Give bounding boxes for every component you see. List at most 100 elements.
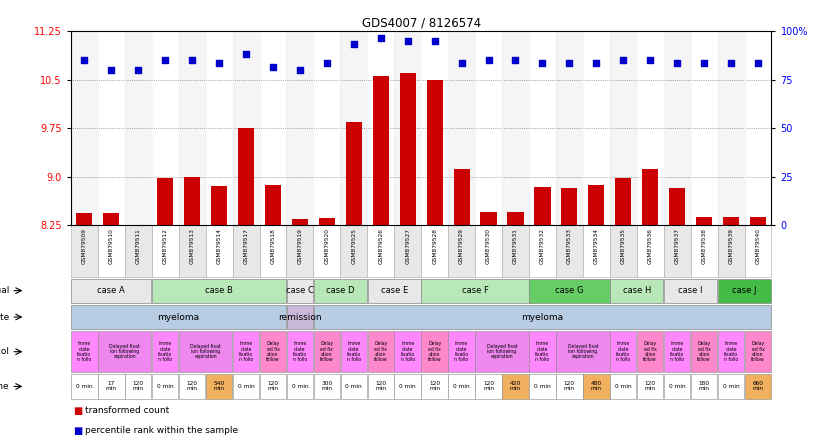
FancyBboxPatch shape: [152, 226, 178, 278]
FancyBboxPatch shape: [98, 332, 152, 372]
FancyBboxPatch shape: [394, 332, 421, 372]
FancyBboxPatch shape: [233, 226, 259, 278]
Text: individual: individual: [0, 286, 9, 295]
Text: 120
min: 120 min: [375, 381, 386, 392]
FancyBboxPatch shape: [71, 305, 286, 329]
Text: 0 min: 0 min: [157, 384, 173, 389]
Text: Imme
diate
fixatio
n follo: Imme diate fixatio n follo: [535, 341, 550, 362]
Bar: [373, 76, 389, 226]
Text: percentile rank within the sample: percentile rank within the sample: [85, 426, 239, 435]
Text: Imme
diate
fixatio
n follo: Imme diate fixatio n follo: [724, 341, 738, 362]
FancyBboxPatch shape: [125, 226, 152, 278]
Point: [185, 57, 198, 64]
Text: GSM879539: GSM879539: [729, 228, 734, 264]
Point: [616, 57, 630, 64]
FancyBboxPatch shape: [556, 332, 610, 372]
Text: GSM879529: GSM879529: [459, 228, 464, 264]
Text: 180
min: 180 min: [699, 381, 710, 392]
FancyBboxPatch shape: [394, 374, 421, 399]
Text: GSM879534: GSM879534: [594, 228, 599, 264]
Point: [294, 67, 307, 74]
FancyBboxPatch shape: [664, 226, 691, 278]
FancyBboxPatch shape: [637, 332, 663, 372]
Bar: [691, 31, 717, 226]
Bar: [71, 31, 98, 226]
Point: [509, 57, 522, 64]
Text: GSM879510: GSM879510: [108, 228, 113, 264]
Point: [725, 60, 738, 67]
Text: GSM879509: GSM879509: [82, 228, 87, 264]
Point: [482, 57, 495, 64]
Bar: [610, 31, 636, 226]
FancyBboxPatch shape: [583, 226, 610, 278]
Bar: [206, 31, 233, 226]
Point: [644, 57, 657, 64]
FancyBboxPatch shape: [314, 278, 367, 303]
Text: Imme
diate
fixatio
n follo: Imme diate fixatio n follo: [239, 341, 254, 362]
Text: remission: remission: [278, 313, 322, 321]
Bar: [98, 31, 125, 226]
FancyBboxPatch shape: [745, 374, 771, 399]
Bar: [615, 178, 631, 226]
Text: 0 min: 0 min: [238, 384, 254, 389]
FancyBboxPatch shape: [745, 332, 771, 372]
Point: [455, 60, 468, 67]
Text: case H: case H: [622, 286, 651, 295]
Text: Imme
diate
fixatio
n follo: Imme diate fixatio n follo: [293, 341, 307, 362]
FancyBboxPatch shape: [718, 374, 744, 399]
FancyBboxPatch shape: [691, 332, 717, 372]
Bar: [399, 73, 416, 226]
Text: GSM879520: GSM879520: [324, 228, 329, 264]
FancyBboxPatch shape: [530, 278, 610, 303]
Bar: [454, 169, 470, 226]
FancyBboxPatch shape: [98, 226, 125, 278]
Text: GSM879513: GSM879513: [189, 228, 194, 264]
Text: Imme
diate
fixatio
n follo: Imme diate fixatio n follo: [670, 341, 684, 362]
FancyBboxPatch shape: [448, 226, 475, 278]
FancyBboxPatch shape: [206, 226, 233, 278]
FancyBboxPatch shape: [691, 374, 717, 399]
FancyBboxPatch shape: [717, 226, 745, 278]
Bar: [448, 31, 475, 226]
FancyBboxPatch shape: [287, 332, 313, 372]
Text: 0 min: 0 min: [292, 384, 309, 389]
Text: case D: case D: [326, 286, 354, 295]
Text: 17
min: 17 min: [106, 381, 117, 392]
Text: time: time: [0, 382, 9, 391]
FancyBboxPatch shape: [233, 332, 259, 372]
Text: Delayed fixat
ion following
aspiration: Delayed fixat ion following aspiration: [567, 344, 598, 359]
Bar: [157, 178, 173, 226]
Text: GSM879514: GSM879514: [217, 228, 222, 264]
FancyBboxPatch shape: [475, 226, 502, 278]
Text: GSM879527: GSM879527: [405, 228, 410, 264]
Point: [239, 50, 253, 57]
Point: [428, 37, 441, 44]
FancyBboxPatch shape: [421, 278, 529, 303]
Text: 120
min: 120 min: [187, 381, 198, 392]
Text: 0 min: 0 min: [453, 384, 470, 389]
Bar: [750, 217, 766, 226]
Bar: [130, 225, 146, 226]
Point: [213, 60, 226, 67]
Text: 120
min: 120 min: [268, 381, 279, 392]
FancyBboxPatch shape: [259, 332, 286, 372]
Text: 0 min: 0 min: [615, 384, 631, 389]
Bar: [340, 31, 367, 226]
Point: [563, 60, 576, 67]
FancyBboxPatch shape: [71, 332, 98, 372]
Text: transformed count: transformed count: [85, 406, 169, 415]
Bar: [178, 31, 206, 226]
FancyBboxPatch shape: [71, 374, 98, 399]
Text: 540
min: 540 min: [214, 381, 224, 392]
Bar: [394, 31, 421, 226]
Point: [158, 57, 172, 64]
FancyBboxPatch shape: [233, 374, 259, 399]
FancyBboxPatch shape: [314, 374, 340, 399]
FancyBboxPatch shape: [367, 226, 394, 278]
FancyBboxPatch shape: [421, 374, 448, 399]
Bar: [502, 31, 529, 226]
FancyBboxPatch shape: [691, 226, 717, 278]
Text: 0 min: 0 min: [345, 384, 362, 389]
Text: 0 min: 0 min: [399, 384, 416, 389]
Text: 120
min: 120 min: [429, 381, 440, 392]
